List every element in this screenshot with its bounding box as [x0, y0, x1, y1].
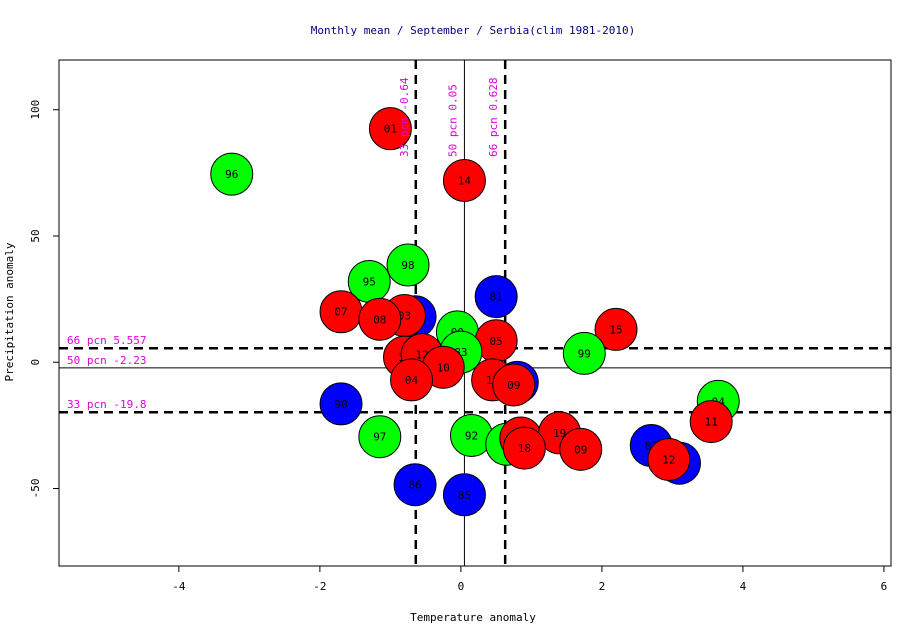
year-point-label: 08 [373, 313, 386, 326]
x-axis: -4 -2 0 2 4 6 [172, 566, 887, 593]
year-point [647, 437, 691, 481]
year-point [442, 158, 486, 202]
y-tick-label: -50 [29, 479, 42, 499]
year-point-label: 04 [405, 374, 419, 387]
year-point [358, 415, 402, 459]
x-tick-label: -2 [313, 580, 326, 593]
percentile-precipitation-label: 66 pcn 5.557 [67, 334, 146, 347]
year-point-label: 05 [490, 335, 503, 348]
year-point [358, 297, 402, 341]
x-axis-label: Temperature anomaly [410, 611, 536, 624]
y-axis-label: Precipitation anomaly [3, 242, 16, 381]
year-point-label: 09 [574, 443, 587, 456]
year-point-label: 14 [458, 174, 472, 187]
year-point-label: 90 [334, 398, 347, 411]
year-point-label: 85 [458, 489, 471, 502]
year-point [559, 427, 603, 471]
year-point [368, 107, 412, 151]
year-point-label: 15 [609, 323, 622, 336]
year-point [474, 275, 518, 319]
year-point-label: 86 [408, 479, 421, 492]
percentile-precipitation-label: 50 pcn -2.23 [67, 354, 146, 367]
year-point-label: 07 [334, 306, 347, 319]
year-point-label: 12 [662, 453, 675, 466]
year-point-label: 92 [465, 429, 478, 442]
percentile-temperature-label: 50 pcn 0.05 [446, 84, 459, 157]
year-point [594, 307, 638, 351]
year-point [689, 400, 733, 444]
y-tick-label: 50 [29, 229, 42, 242]
year-point [562, 331, 606, 375]
year-point [319, 382, 363, 426]
year-point-label: 11 [705, 416, 718, 429]
plot-area: 9601149895810789030815000599831312100417… [59, 60, 891, 566]
year-point-label: 09 [507, 379, 520, 392]
x-tick-label: 0 [458, 580, 465, 593]
year-point-label: 96 [225, 168, 238, 181]
y-tick-label: 0 [29, 359, 42, 366]
percentile-precipitation-label: 33 pcn -19.8 [67, 398, 146, 411]
year-point [502, 426, 546, 470]
year-point-label: 98 [401, 259, 414, 272]
year-point [442, 473, 486, 517]
year-point-label: 10 [437, 361, 450, 374]
plot-frame [58, 59, 892, 567]
year-point [386, 243, 430, 287]
x-tick-label: 2 [599, 580, 606, 593]
x-tick-label: -4 [172, 580, 186, 593]
x-tick-label: 6 [881, 580, 888, 593]
year-point-label: 97 [373, 431, 386, 444]
year-point [390, 358, 434, 402]
year-point-label: 01 [384, 123, 397, 136]
percentile-temperature-label: 66 pcn 0.628 [487, 78, 500, 157]
year-point-label: 99 [578, 347, 591, 360]
chart-title: Monthly mean / September / Serbia(clim 1… [311, 24, 636, 37]
x-tick-label: 4 [740, 580, 747, 593]
y-axis: -50 0 50 100 [29, 100, 59, 499]
year-point [210, 152, 254, 196]
year-point-label: 81 [490, 291, 503, 304]
year-point-label: 18 [518, 442, 531, 455]
year-point [393, 463, 437, 507]
year-point-label: 95 [363, 275, 376, 288]
y-tick-label: 100 [29, 100, 42, 120]
year-point-label: 19 [553, 427, 566, 440]
year-point [492, 363, 536, 407]
percentile-temperature-label: 33 pcn -0.64 [398, 77, 411, 157]
